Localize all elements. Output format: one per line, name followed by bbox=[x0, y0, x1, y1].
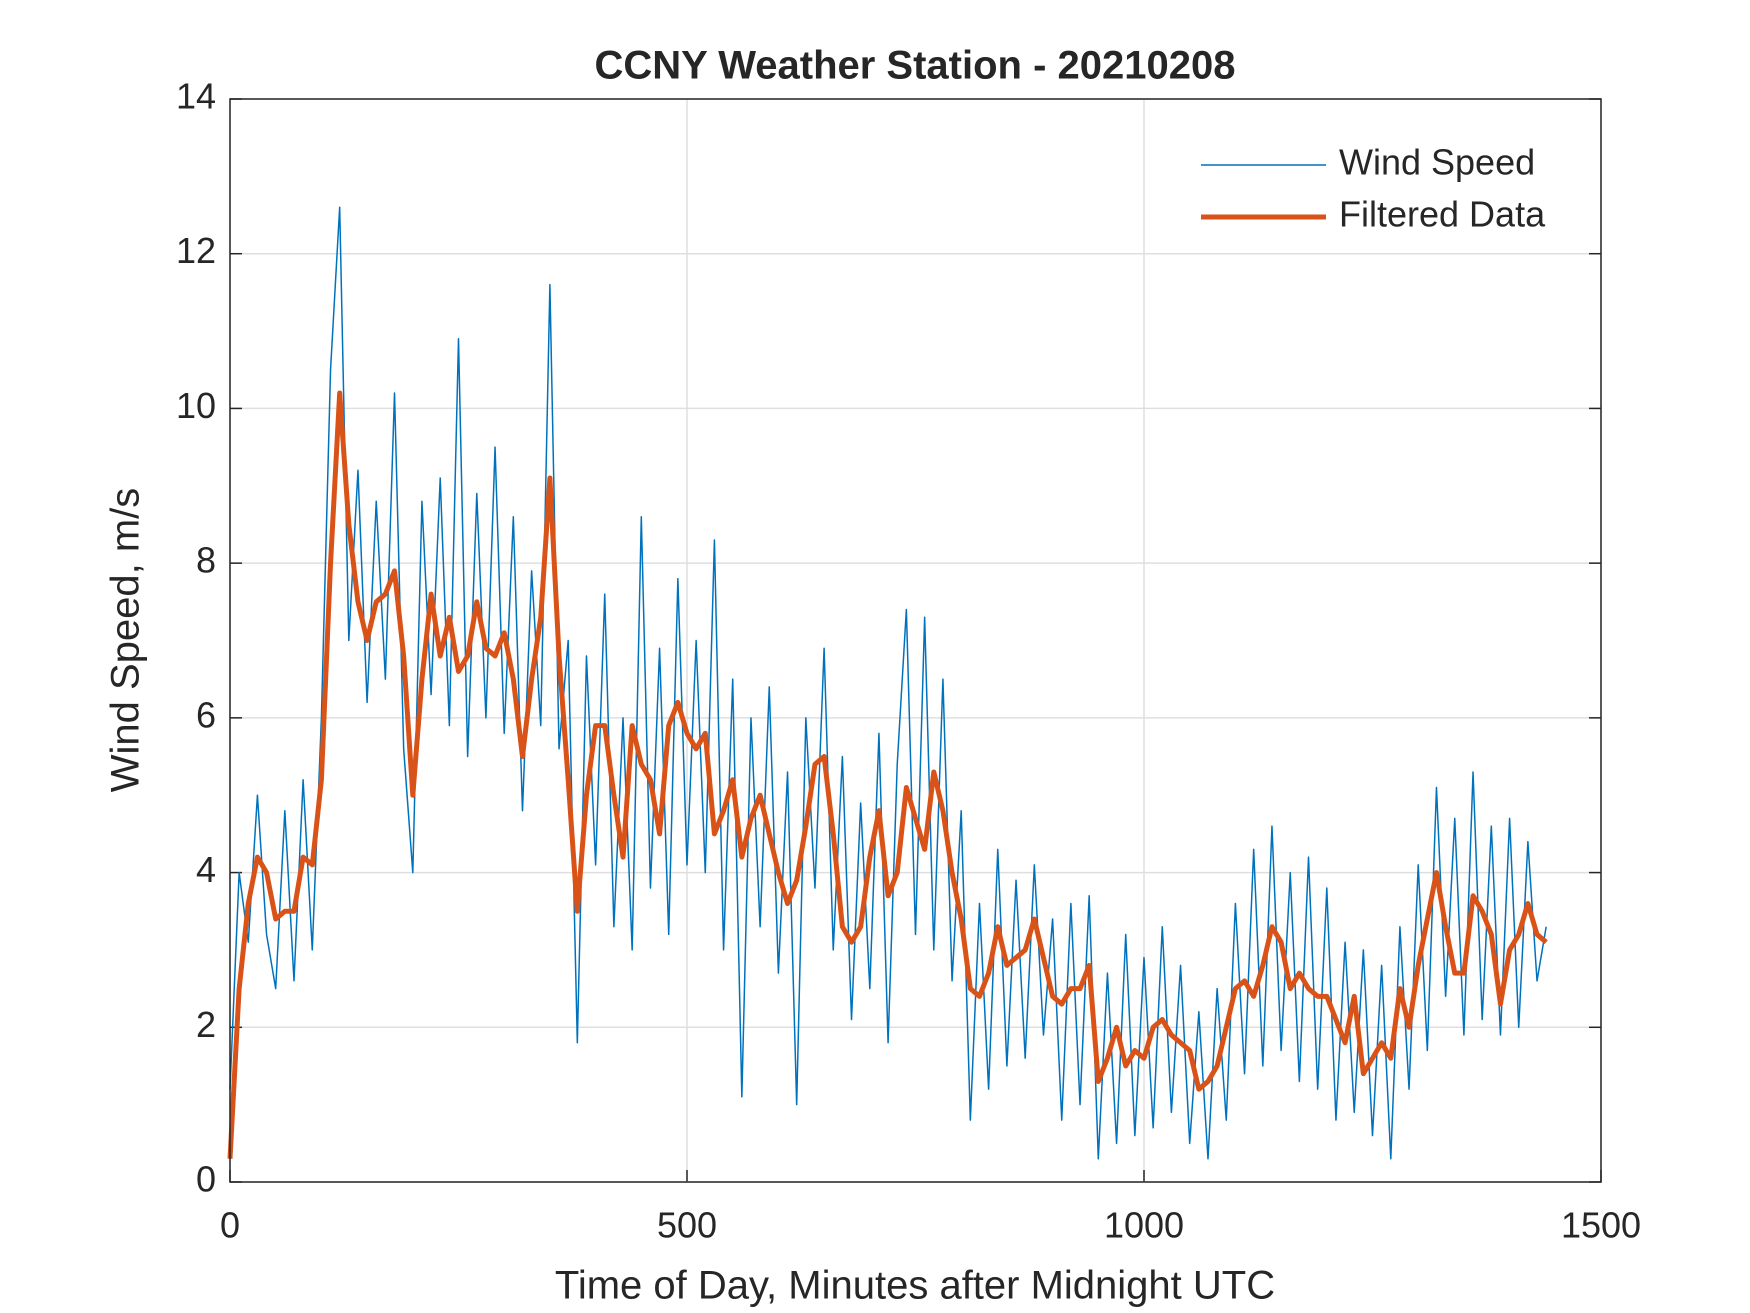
axes-box bbox=[229, 98, 1602, 1183]
x-tick-label: 1000 bbox=[1104, 1205, 1184, 1246]
y-tick-label: 14 bbox=[176, 76, 216, 117]
plot-area bbox=[230, 99, 1601, 1182]
x-tick-label: 0 bbox=[220, 1205, 240, 1246]
legend-label: Wind Speed bbox=[1339, 142, 1535, 183]
x-axis-label: Time of Day, Minutes after Midnight UTC bbox=[555, 1264, 1275, 1308]
legend-label: Filtered Data bbox=[1339, 194, 1546, 235]
x-tick-label: 1500 bbox=[1561, 1205, 1641, 1246]
y-tick-label: 10 bbox=[176, 385, 216, 426]
y-tick-label: 12 bbox=[176, 230, 216, 271]
y-tick-label: 4 bbox=[196, 849, 216, 890]
y-tick-label: 2 bbox=[196, 1004, 216, 1045]
x-tick-label: 500 bbox=[657, 1205, 717, 1246]
data-line bbox=[227, 390, 1548, 1159]
y-tick-label: 6 bbox=[196, 694, 216, 735]
data-line bbox=[229, 206, 1547, 1160]
y-tick-label: 0 bbox=[196, 1159, 216, 1200]
y-axis-label: Wind Speed, m/s bbox=[104, 488, 148, 793]
chart-title: CCNY Weather Station - 20210208 bbox=[595, 44, 1236, 88]
y-tick-label: 8 bbox=[196, 540, 216, 581]
